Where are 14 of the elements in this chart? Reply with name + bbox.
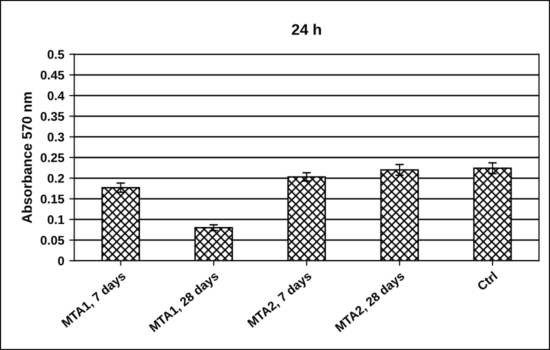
y-tick-label: 0.3	[48, 132, 64, 142]
y-axis-title: Absorbance 570 nm	[22, 92, 32, 224]
y-tick-label: 0.35	[40, 112, 64, 121]
y-tick-label: 0.05	[40, 236, 64, 245]
y-tick-label: 0.1	[48, 215, 64, 224]
y-tick-label: 0	[58, 256, 64, 266]
chart-title: 24 h	[292, 24, 321, 35]
y-tick-label: 0.15	[40, 194, 64, 204]
y-tick-label: 0.4	[48, 91, 64, 100]
x-tick-label: Ctrl	[476, 271, 498, 292]
y-tick-label: 0.5	[48, 50, 64, 59]
y-tick-label: 0.45	[40, 70, 64, 80]
y-tick-label: 0.2	[48, 174, 64, 183]
y-tick-label: 0.25	[40, 153, 64, 162]
